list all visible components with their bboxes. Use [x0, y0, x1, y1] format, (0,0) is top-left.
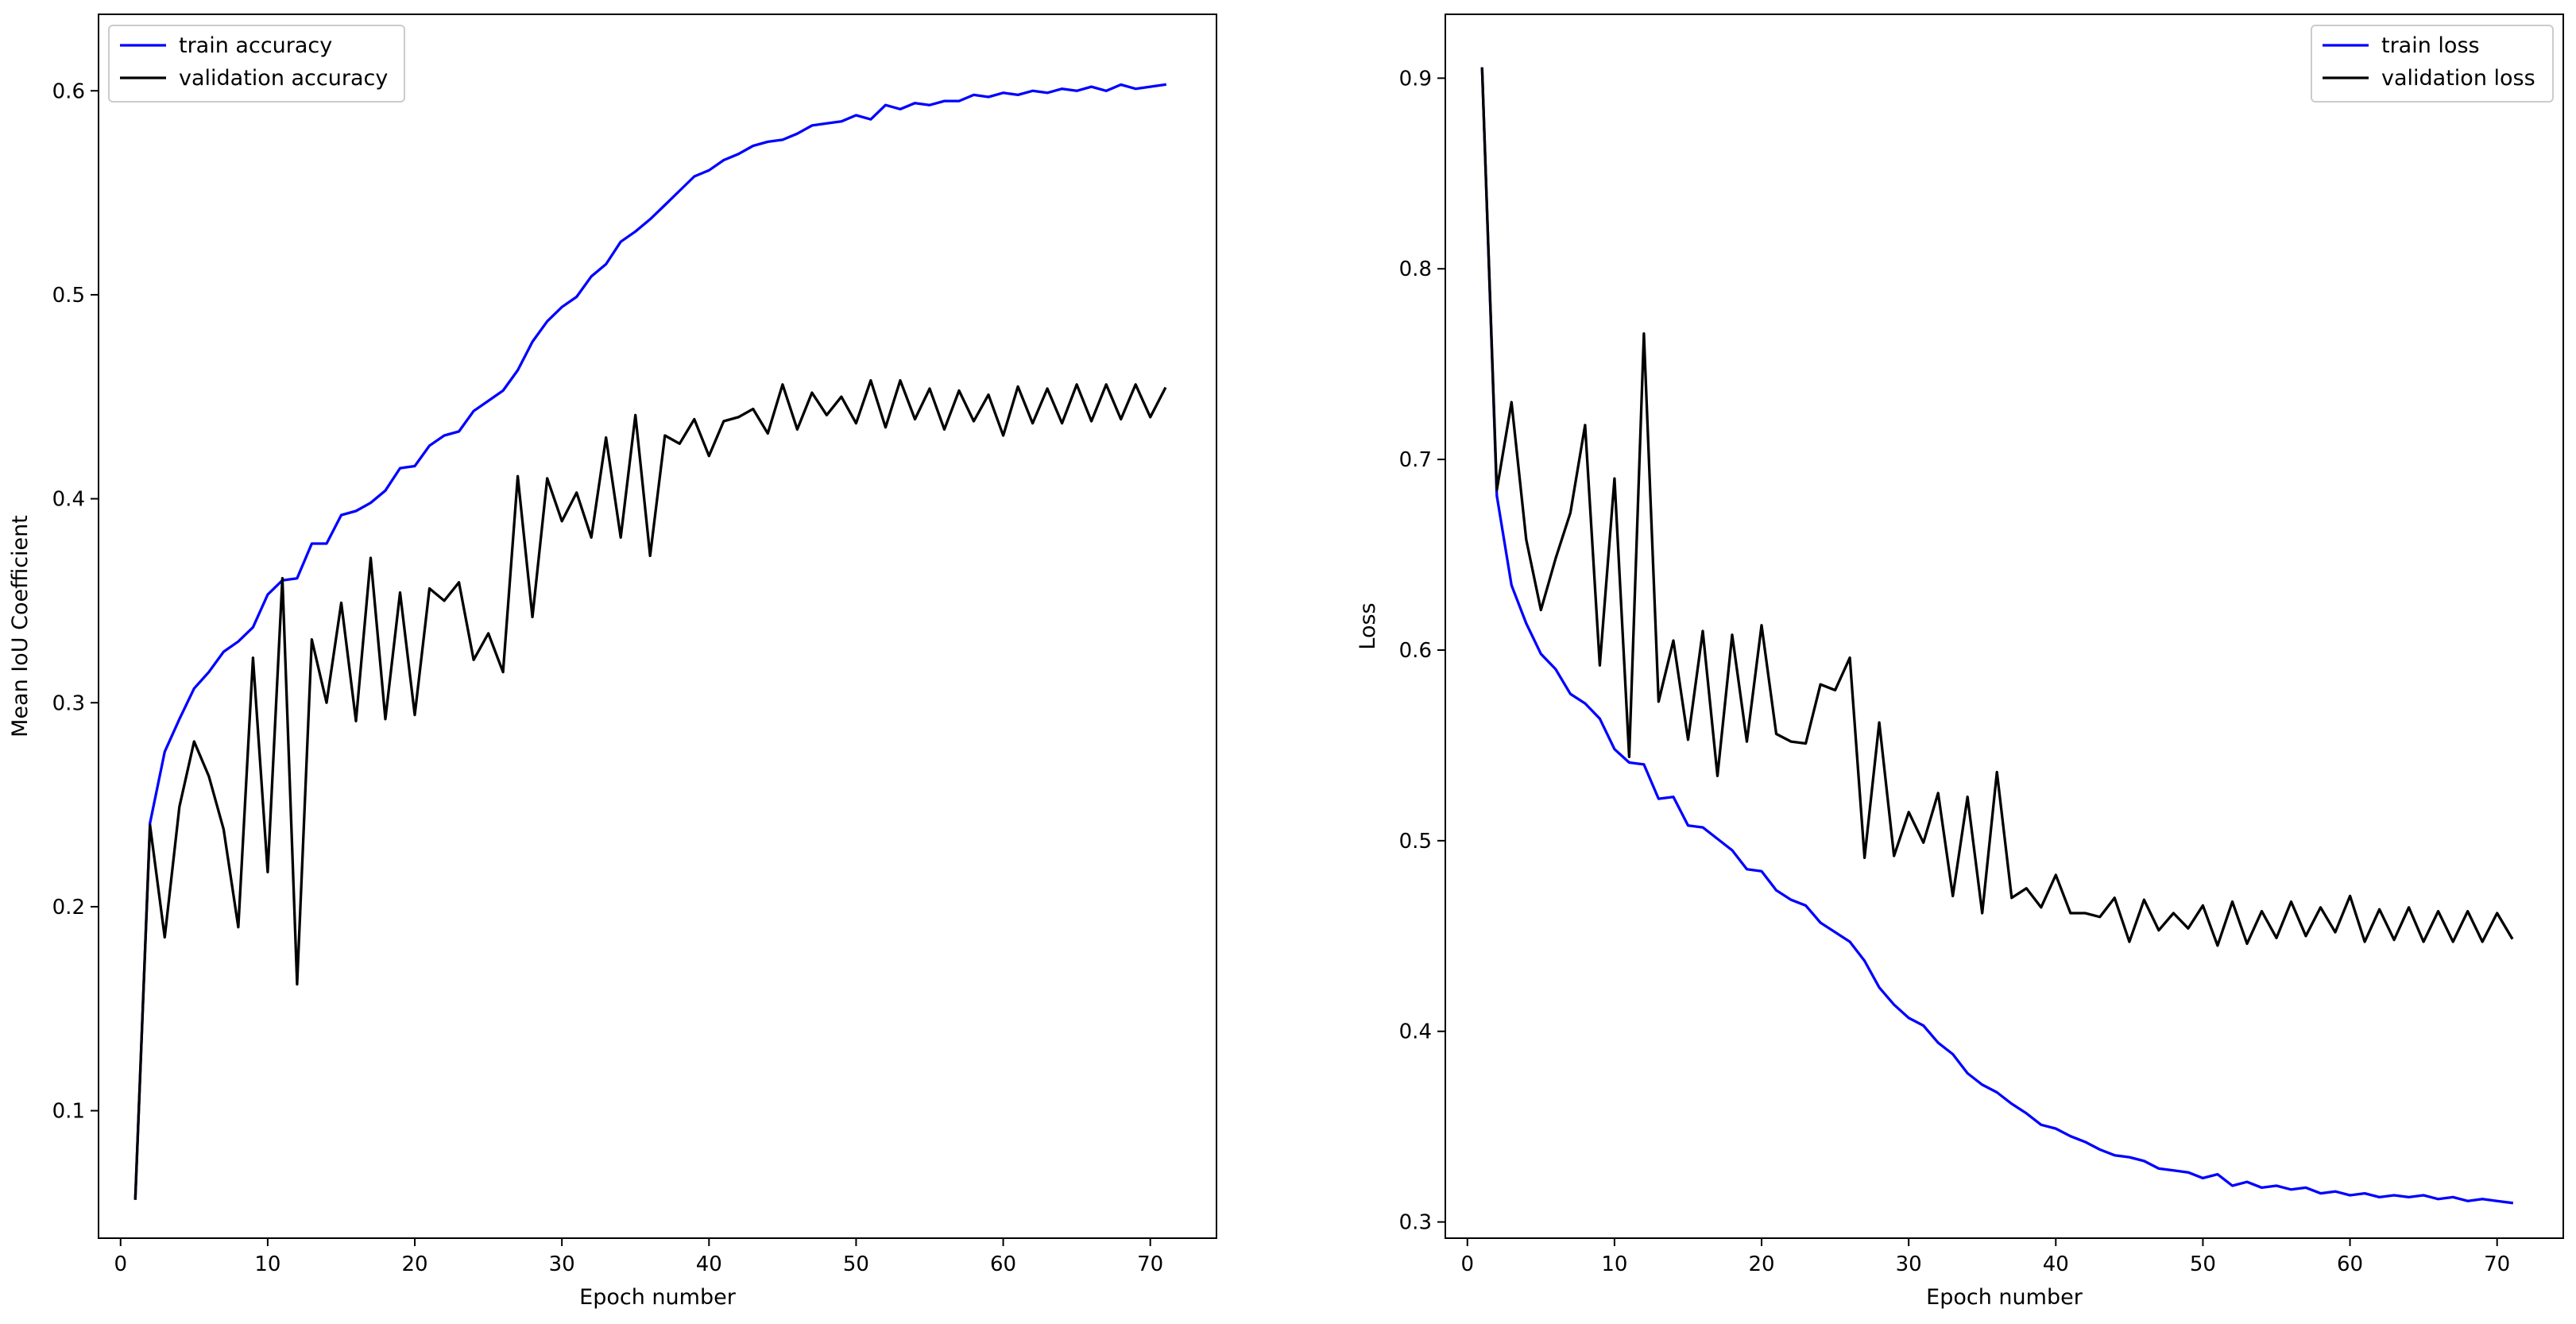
- y-tick-label: 0.3: [1399, 1211, 1432, 1235]
- x-tick-label: 30: [549, 1252, 575, 1276]
- x-tick-label: 60: [2337, 1252, 2363, 1276]
- x-tick-label: 40: [2043, 1252, 2069, 1276]
- y-tick-label: 0.4: [52, 488, 85, 512]
- x-tick-label: 70: [2484, 1252, 2510, 1276]
- series-line-validation-accuracy: [133, 379, 1167, 1200]
- series-line-train-loss: [1480, 67, 2514, 1205]
- legend-label: validation accuracy: [179, 66, 388, 91]
- legend-label: train loss: [2381, 33, 2480, 58]
- legend: train loss validation loss: [2311, 25, 2554, 103]
- accuracy-chart: 0 10 20 30 40 50 60 70 0.1 0.2 0.3 0.4 0.5 0.6 Epoch n…: [8, 14, 1217, 1310]
- x-tick-label: 10: [1601, 1252, 1627, 1276]
- legend: train accuracy validation accuracy: [108, 25, 405, 103]
- x-tick-label: 50: [843, 1252, 869, 1276]
- x-tick-label: 70: [1137, 1252, 1163, 1276]
- plot-frame: [98, 14, 1217, 1239]
- loss-chart: 0 10 20 30 40 50 60 70 0.3 0.4 0.5 0.6 0.7 0.8 0.9 Epoc…: [1356, 14, 2564, 1310]
- x-tick-label: 40: [696, 1252, 722, 1276]
- x-axis-label: Epoch number: [579, 1285, 737, 1310]
- y-tick-label: 0.1: [52, 1100, 85, 1124]
- y-tick-label: 0.6: [1399, 639, 1432, 663]
- legend-box: [108, 25, 405, 103]
- x-tick-label: 30: [1896, 1252, 1922, 1276]
- y-tick-label: 0.3: [52, 691, 85, 715]
- y-tick-label: 0.9: [1399, 67, 1432, 91]
- x-tick-label: 0: [1460, 1252, 1474, 1276]
- series-line-validation-loss: [1480, 67, 2514, 947]
- x-axis-label: Epoch number: [1926, 1285, 2083, 1310]
- y-tick-label: 0.8: [1399, 257, 1432, 281]
- y-tick-label: 0.2: [52, 896, 85, 919]
- x-tick-label: 60: [990, 1252, 1016, 1276]
- x-tick-label: 50: [2190, 1252, 2216, 1276]
- y-tick-label: 0.5: [1399, 830, 1432, 854]
- legend-box: [2311, 25, 2554, 103]
- series-line-train-accuracy: [133, 83, 1167, 1200]
- x-tick-label: 0: [114, 1252, 127, 1276]
- y-axis-label: Mean IoU Coefficient: [8, 515, 33, 737]
- x-tick-label: 20: [401, 1252, 427, 1276]
- y-tick-label: 0.5: [52, 284, 85, 308]
- plot-frame: [1445, 14, 2564, 1239]
- x-tick-label: 20: [1748, 1252, 1774, 1276]
- y-tick-label: 0.4: [1399, 1020, 1432, 1044]
- legend-label: train accuracy: [179, 33, 332, 58]
- y-axis-label: Loss: [1356, 602, 1380, 649]
- legend-label: validation loss: [2381, 66, 2535, 91]
- y-tick-label: 0.6: [52, 79, 85, 103]
- y-tick-label: 0.7: [1399, 448, 1432, 472]
- x-tick-label: 10: [254, 1252, 280, 1276]
